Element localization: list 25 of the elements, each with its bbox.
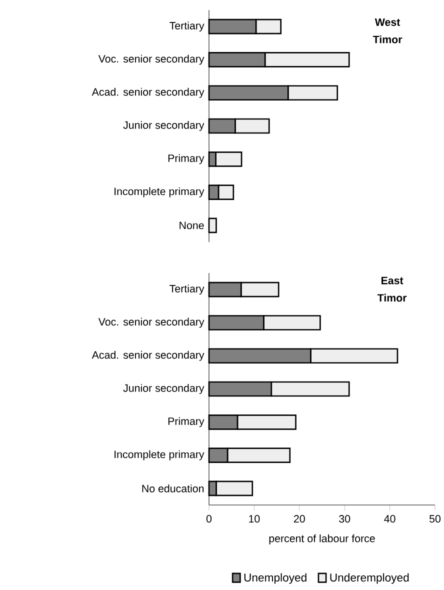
y-tick-label: Voc. senior secondary: [98, 318, 204, 328]
x-tick-label: 0: [206, 515, 212, 523]
y-tick-label: Incomplete primary: [114, 187, 204, 198]
y-tick-label: Acad. senior secondary: [92, 350, 204, 361]
y-tick-label: Tertiary: [170, 22, 204, 32]
y-tick-label: Voc. senior secondary: [98, 54, 204, 65]
y-tick-label: Primary: [168, 417, 204, 428]
x-tick-label: 30: [339, 515, 350, 523]
x-tick-label: 10: [249, 515, 260, 523]
x-tick-label: 40: [384, 515, 396, 523]
y-tick-label: Acad. senior secondary: [92, 88, 204, 98]
y-tick-label: Tertiary: [170, 284, 204, 295]
x-tick-label: 50: [429, 515, 441, 523]
y-tick-label: Incomplete primary: [114, 450, 204, 460]
annotation: West Timor: [372, 18, 402, 44]
y-tick-label: None: [180, 222, 204, 230]
y-tick-label: No education: [142, 484, 204, 492]
x-tick-label: 20: [294, 515, 305, 523]
y-tick-label: Primary: [168, 154, 204, 164]
y-tick-label: Junior secondary: [123, 121, 204, 131]
y-tick-label: Junior secondary: [123, 384, 204, 394]
legend-label: Underemployed: [330, 573, 409, 584]
annotation: East Timor: [377, 276, 407, 302]
legend-label: Unemployed: [244, 573, 306, 584]
x-axis-title: percent of labour force: [269, 534, 375, 544]
